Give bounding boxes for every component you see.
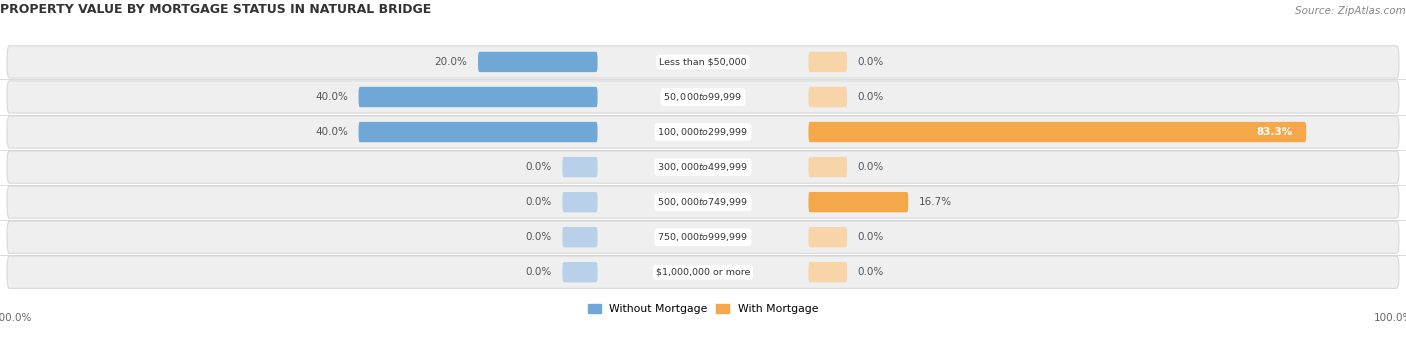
FancyBboxPatch shape	[562, 227, 598, 247]
FancyBboxPatch shape	[359, 87, 598, 107]
Text: 20.0%: 20.0%	[434, 57, 467, 67]
Text: 100.0%: 100.0%	[0, 313, 32, 324]
FancyBboxPatch shape	[7, 46, 1399, 78]
Text: 40.0%: 40.0%	[315, 92, 349, 102]
Text: 40.0%: 40.0%	[315, 127, 349, 137]
FancyBboxPatch shape	[808, 122, 1306, 142]
FancyBboxPatch shape	[808, 157, 846, 177]
Text: 0.0%: 0.0%	[526, 267, 551, 277]
FancyBboxPatch shape	[7, 116, 1399, 148]
FancyBboxPatch shape	[7, 256, 1399, 288]
Legend: Without Mortgage, With Mortgage: Without Mortgage, With Mortgage	[583, 299, 823, 318]
Text: $50,000 to $99,999: $50,000 to $99,999	[664, 91, 742, 103]
FancyBboxPatch shape	[478, 52, 598, 72]
Text: 0.0%: 0.0%	[858, 92, 884, 102]
Text: 0.0%: 0.0%	[526, 197, 551, 207]
Text: PROPERTY VALUE BY MORTGAGE STATUS IN NATURAL BRIDGE: PROPERTY VALUE BY MORTGAGE STATUS IN NAT…	[0, 3, 432, 16]
FancyBboxPatch shape	[562, 262, 598, 282]
Text: 0.0%: 0.0%	[526, 162, 551, 172]
Text: 83.3%: 83.3%	[1256, 127, 1292, 137]
Text: Source: ZipAtlas.com: Source: ZipAtlas.com	[1295, 6, 1406, 16]
Text: 0.0%: 0.0%	[858, 232, 884, 242]
FancyBboxPatch shape	[808, 227, 846, 247]
Text: 0.0%: 0.0%	[858, 267, 884, 277]
FancyBboxPatch shape	[808, 262, 846, 282]
Text: $500,000 to $749,999: $500,000 to $749,999	[658, 196, 748, 208]
FancyBboxPatch shape	[808, 52, 846, 72]
FancyBboxPatch shape	[562, 157, 598, 177]
FancyBboxPatch shape	[808, 87, 846, 107]
FancyBboxPatch shape	[7, 221, 1399, 253]
Text: $100,000 to $299,999: $100,000 to $299,999	[658, 126, 748, 138]
Text: $300,000 to $499,999: $300,000 to $499,999	[658, 161, 748, 173]
Text: Less than $50,000: Less than $50,000	[659, 57, 747, 66]
FancyBboxPatch shape	[562, 192, 598, 212]
Text: 100.0%: 100.0%	[1374, 313, 1406, 324]
Text: $1,000,000 or more: $1,000,000 or more	[655, 268, 751, 277]
FancyBboxPatch shape	[7, 81, 1399, 113]
Text: 0.0%: 0.0%	[526, 232, 551, 242]
FancyBboxPatch shape	[808, 192, 908, 212]
FancyBboxPatch shape	[359, 122, 598, 142]
Text: 0.0%: 0.0%	[858, 57, 884, 67]
FancyBboxPatch shape	[7, 151, 1399, 183]
Text: $750,000 to $999,999: $750,000 to $999,999	[658, 231, 748, 243]
Text: 16.7%: 16.7%	[918, 197, 952, 207]
Text: 0.0%: 0.0%	[858, 162, 884, 172]
FancyBboxPatch shape	[7, 186, 1399, 218]
